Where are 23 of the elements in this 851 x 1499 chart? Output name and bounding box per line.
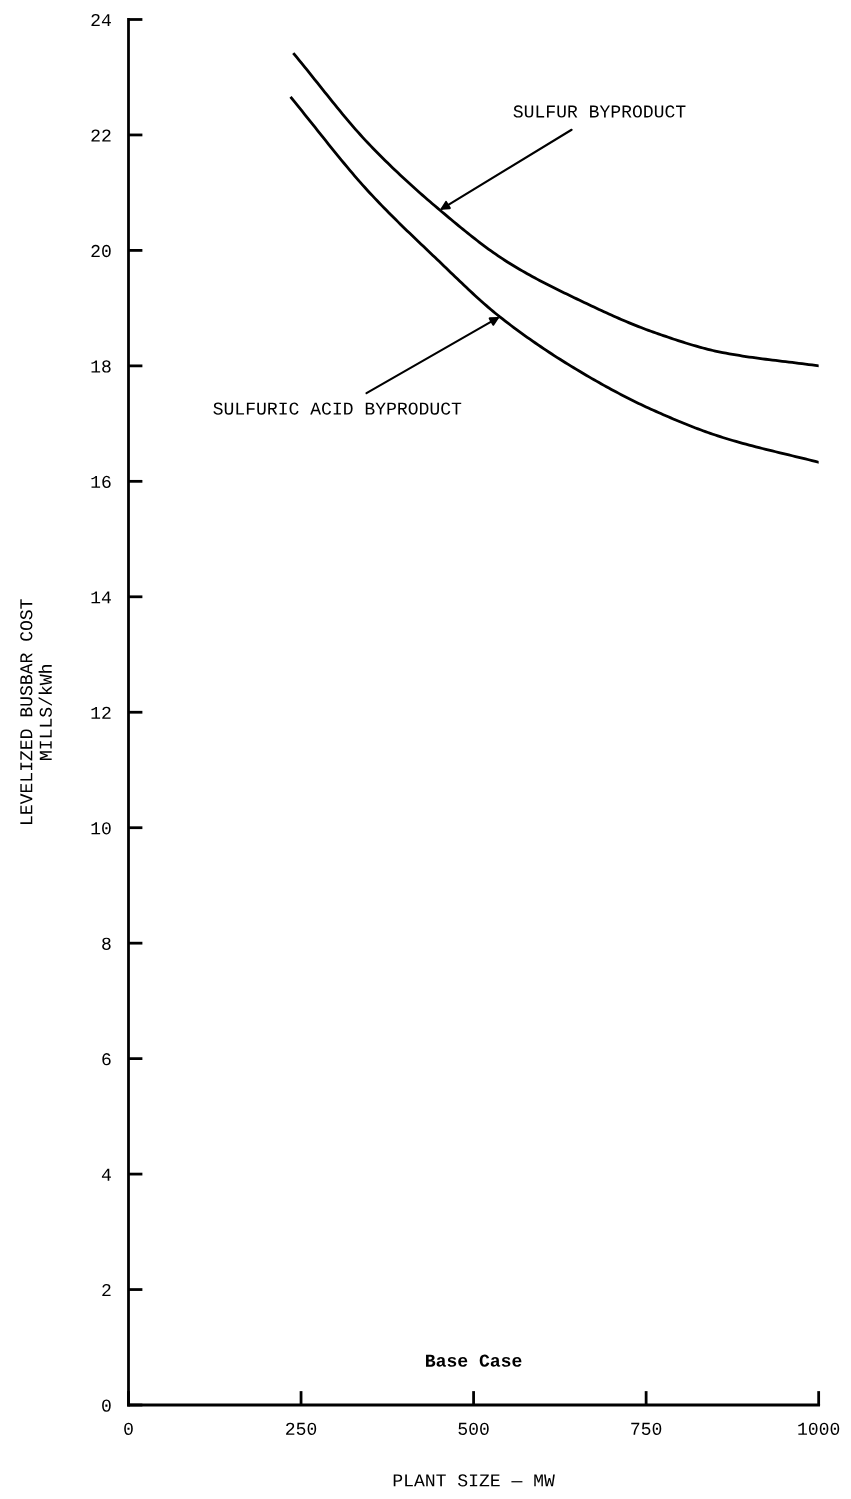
y-tick-label: 16 — [91, 475, 111, 489]
y-tick-label: 14 — [91, 591, 111, 604]
x-tick-label: 250 — [286, 1422, 317, 1435]
y-axis-title: LEVELIZED BUSBAR COST MILLS/kWh — [20, 599, 52, 824]
annotation: SULFUR BYPRODUCT — [513, 105, 686, 118]
x-tick-label: 1000 — [798, 1422, 840, 1435]
y-tick-label: 6 — [102, 1053, 111, 1066]
y-tick-label: 4 — [101, 1168, 111, 1181]
y-tick-label: 0 — [102, 1399, 111, 1412]
x-tick-label: 0 — [124, 1422, 133, 1435]
y-tick-label: 10 — [91, 822, 111, 835]
annotation: Base Case — [426, 1354, 522, 1367]
annotation: SULFURIC ACID BYPRODUCT — [213, 402, 462, 415]
y-tick-label: 12 — [91, 706, 111, 719]
x-tick-label: 750 — [631, 1422, 662, 1435]
y-tick-label: 8 — [102, 937, 111, 950]
y-tick-label: 2 — [102, 1284, 111, 1297]
x-axis-title: PLANT SIZE — MW — [393, 1474, 555, 1487]
y-tick-label: 20 — [91, 244, 111, 258]
y-tick-label: 18 — [91, 360, 111, 373]
x-tick-label: 500 — [458, 1422, 489, 1435]
y-tick-label: 24 — [91, 13, 111, 27]
y-tick-label: 22 — [91, 129, 111, 142]
